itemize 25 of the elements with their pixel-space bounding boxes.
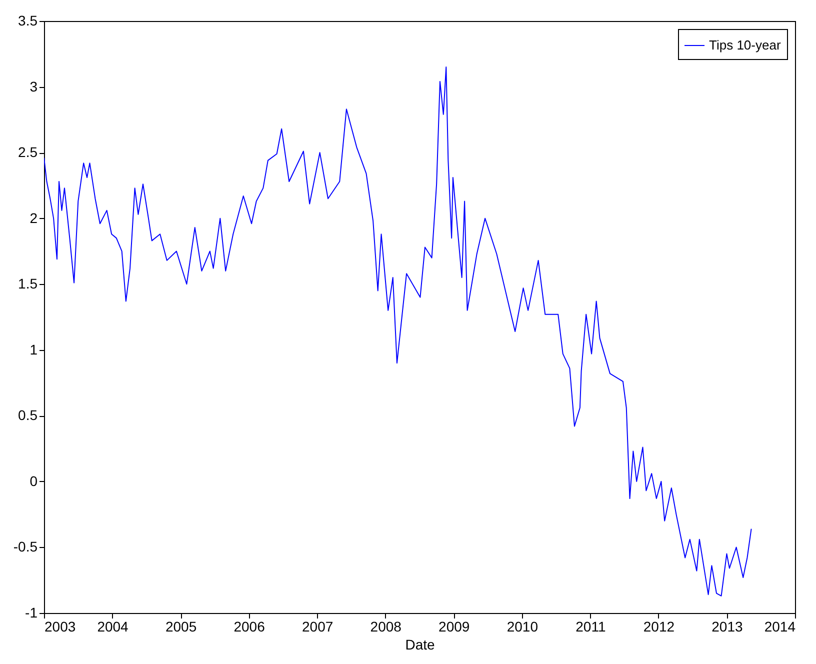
x-tick-label: 2011: [576, 618, 606, 634]
x-tick-label: 2004: [97, 618, 129, 634]
y-tick-label: 0: [30, 472, 38, 489]
y-tick-label: 3.5: [18, 12, 38, 28]
y-tick-label: 3: [30, 78, 38, 94]
y-tick-label: 2.5: [18, 144, 38, 160]
line-series: [44, 66, 752, 596]
legend-label: Tips 10-year: [709, 38, 782, 52]
x-axis-title: Date: [405, 636, 435, 652]
x-tick-label: 2009: [438, 618, 470, 634]
y-tick-label: 1.5: [18, 276, 38, 292]
x-tick-label: 2003: [44, 618, 76, 634]
x-tick-label: 2010: [506, 618, 538, 634]
y-tick-label: -0.5: [13, 538, 38, 555]
x-tick-label: 2006: [234, 618, 266, 634]
x-tick-label: 2008: [370, 618, 402, 634]
x-tick-label: 2013: [712, 618, 744, 634]
x-tick-label: 2007: [302, 618, 334, 634]
x-tick-label: 2005: [165, 618, 197, 634]
y-tick-label: 1: [30, 341, 38, 358]
x-tick-label: 2012: [643, 618, 675, 634]
y-tick-label: 2: [30, 210, 38, 226]
y-tick-label: 0.5: [18, 407, 38, 424]
y-tick-label: -1: [25, 604, 38, 620]
x-tick-label: 2014: [764, 618, 796, 634]
